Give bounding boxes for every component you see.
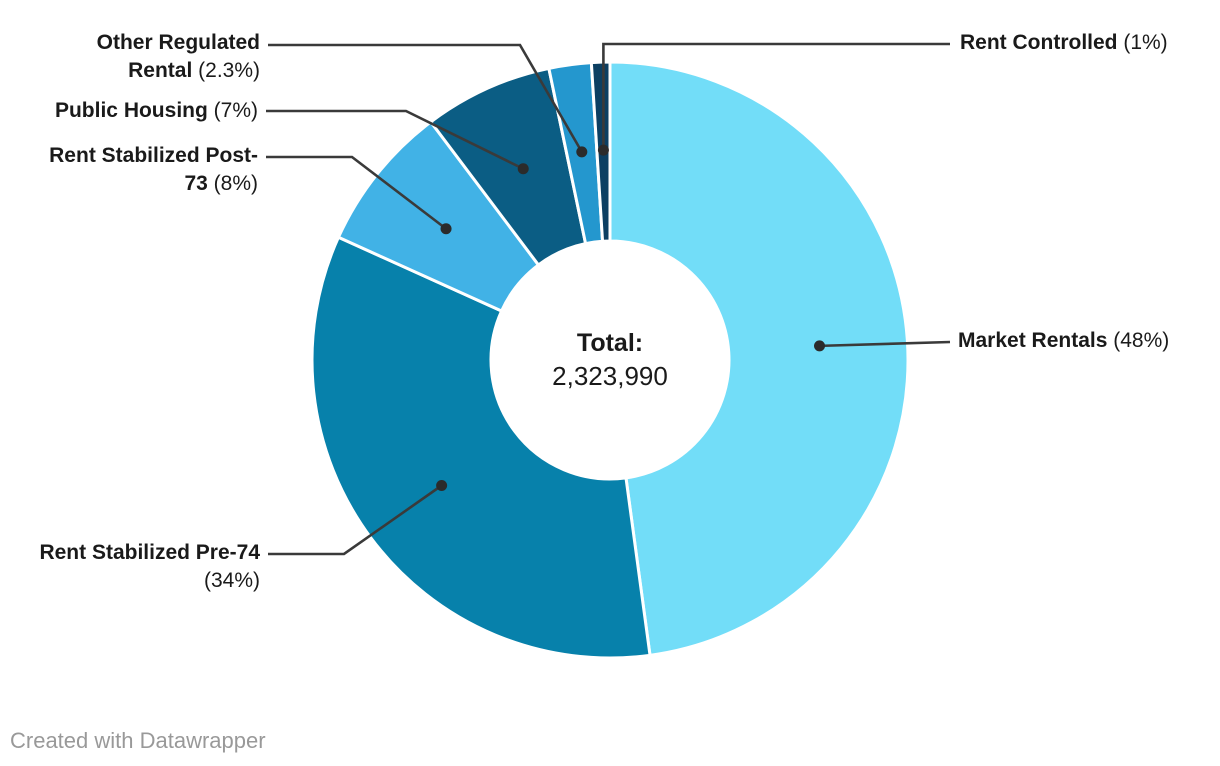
- label-public-housing: Public Housing (7%): [55, 97, 258, 125]
- leader-line-rent-stabilized-post-73: [266, 155, 447, 230]
- leader-line-rent-stabilized-pre-74: [268, 484, 443, 556]
- label-category-text: Other Regulated: [96, 31, 260, 54]
- leader-dot-market-rentals: [814, 340, 826, 352]
- leader-line-public-housing: [266, 109, 524, 170]
- label-line: Public Housing (7%): [55, 97, 258, 125]
- label-percent-text: (48%): [1107, 329, 1170, 352]
- label-category-text: Rental: [128, 59, 193, 82]
- slice-market-rentals[interactable]: [608, 60, 910, 657]
- label-category-text: Public Housing: [54, 99, 208, 122]
- label-percent-text: (1%): [1117, 31, 1168, 54]
- label-rent-stabilized-post-73: Rent Stabilized Post- 73 (8%): [49, 142, 258, 198]
- leader-dot-rent-stabilized-post-73: [440, 223, 452, 235]
- label-rent-controlled: Rent Controlled (1%): [960, 29, 1168, 57]
- leader-dot-public-housing: [517, 163, 529, 175]
- leader-line-rent-controlled: [602, 42, 950, 151]
- label-line: Rental (2.3%): [97, 57, 260, 85]
- label-percent-text: (7%): [207, 99, 258, 122]
- leader-line-other-regulated-rental: [268, 43, 583, 153]
- label-line: 73 (8%): [49, 170, 258, 198]
- label-category-text: Market Rentals: [958, 329, 1108, 352]
- label-line: Rent Stabilized Pre-74: [39, 539, 260, 567]
- label-line: Market Rentals (48%): [958, 327, 1169, 355]
- label-line: Rent Stabilized Post-: [49, 142, 258, 170]
- label-category-text: Rent Stabilized Post-: [49, 144, 258, 167]
- label-category-text: Rent Controlled: [960, 31, 1118, 54]
- leader-dot-rent-controlled: [597, 144, 609, 156]
- slice-rent-stabilized-pre-74[interactable]: [310, 235, 652, 660]
- label-line: Other Regulated: [97, 29, 260, 57]
- label-rent-stabilized-pre-74: Rent Stabilized Pre-74 (34%): [39, 539, 260, 595]
- label-line: Rent Controlled (1%): [960, 29, 1168, 57]
- label-category-text: Rent Stabilized Pre-74: [39, 541, 260, 564]
- leader-dot-other-regulated-rental: [576, 146, 588, 158]
- leader-dot-rent-stabilized-pre-74: [436, 480, 448, 492]
- label-category-text: 73: [184, 172, 208, 195]
- datawrapper-attribution-link[interactable]: Created with Datawrapper: [10, 728, 266, 753]
- label-other-regulated-rental: Other Regulated Rental (2.3%): [97, 29, 260, 85]
- label-line: (34%): [39, 567, 260, 595]
- label-market-rentals: Market Rentals (48%): [958, 327, 1169, 355]
- label-percent-text: (8%): [207, 172, 258, 195]
- leader-line-market-rentals: [819, 340, 951, 348]
- label-percent-text: (34%): [203, 569, 260, 592]
- chart-footer: Created with Datawrapper: [10, 728, 266, 754]
- label-percent-text: (2.3%): [192, 59, 260, 82]
